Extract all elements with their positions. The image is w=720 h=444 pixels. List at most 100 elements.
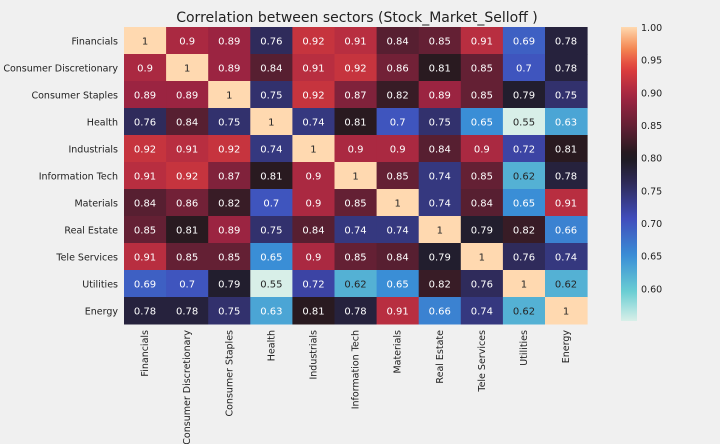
heatmap-cell — [502, 216, 546, 244]
heatmap-cell — [376, 189, 420, 217]
heatmap-cell — [502, 162, 546, 190]
heatmap-cell — [208, 81, 251, 109]
heatmap-cell — [250, 297, 293, 325]
cell-value-label: 1 — [521, 280, 527, 291]
cell-value-label: 0.9 — [390, 145, 406, 156]
heatmap-cell — [166, 54, 209, 82]
cell-value-label: 0.7 — [179, 280, 195, 291]
heatmap-cell — [250, 54, 293, 82]
colorbar-tick-label: 0.90 — [641, 88, 662, 99]
cell-value-label: 0.91 — [555, 199, 577, 210]
heatmap-cell — [418, 108, 462, 136]
heatmap-cell — [334, 108, 378, 136]
heatmap-cell — [166, 108, 209, 136]
cell-value-label: 0.72 — [302, 280, 324, 291]
heatmap-cell — [376, 297, 420, 325]
cell-value-label: 0.9 — [137, 64, 153, 75]
y-tick-label: Consumer Discretionary — [3, 64, 118, 75]
cell-value-label: 0.9 — [305, 253, 321, 264]
y-tick-label: Tele Services — [55, 253, 118, 264]
cell-value-label: 1 — [563, 307, 569, 318]
y-tick-label: Industrials — [68, 145, 118, 156]
cell-value-label: 0.79 — [429, 253, 451, 264]
heatmap-cell — [292, 27, 335, 55]
cell-value-label: 0.65 — [387, 280, 409, 291]
cell-value-label: 1 — [226, 91, 232, 102]
heatmap-cell — [166, 81, 209, 109]
cell-value-label: 0.74 — [555, 253, 577, 264]
heatmap-cell — [460, 297, 504, 325]
x-tick-label: Utilities — [519, 330, 530, 366]
heatmap-cell — [418, 81, 462, 109]
cell-value-label: 0.82 — [218, 199, 240, 210]
heatmap-cell — [208, 216, 251, 244]
cell-value-label: 0.78 — [555, 64, 577, 75]
cell-value-label: 0.65 — [513, 199, 535, 210]
heatmap-cell — [418, 216, 462, 244]
cell-value-label: 0.78 — [176, 307, 198, 318]
cell-value-label: 1 — [394, 199, 400, 210]
cell-value-label: 0.66 — [555, 226, 577, 237]
heatmap-cell — [250, 27, 293, 55]
heatmap-cell — [502, 189, 546, 217]
cell-value-label: 0.82 — [513, 226, 535, 237]
heatmap-cell — [545, 189, 588, 217]
cell-value-label: 1 — [310, 145, 316, 156]
x-tick-label: Materials — [393, 330, 404, 374]
cell-value-label: 0.87 — [218, 172, 240, 183]
cell-value-label: 0.75 — [555, 91, 577, 102]
cell-value-label: 0.85 — [429, 37, 451, 48]
heatmap-cell — [208, 297, 251, 325]
heatmap-cell — [124, 81, 167, 109]
heatmap-cell — [460, 216, 504, 244]
heatmap-cell — [502, 270, 546, 298]
heatmap-cell — [545, 243, 588, 271]
colorbar-tick-label: 0.70 — [641, 219, 662, 230]
heatmap-cell — [124, 270, 167, 298]
heatmap-cell — [376, 54, 420, 82]
heatmap-cell — [208, 54, 251, 82]
cell-value-label: 0.84 — [302, 226, 324, 237]
cell-value-label: 0.89 — [218, 64, 240, 75]
heatmap-cell — [376, 135, 420, 163]
cell-value-label: 0.62 — [513, 172, 535, 183]
cell-value-label: 0.84 — [134, 199, 156, 210]
cell-value-label: 0.87 — [344, 91, 366, 102]
heatmap-cell — [208, 270, 251, 298]
cell-value-label: 0.91 — [134, 172, 156, 183]
cell-value-label: 0.9 — [179, 37, 195, 48]
y-tick-label: Materials — [74, 199, 118, 210]
heatmap-cell — [334, 54, 378, 82]
cell-value-label: 0.86 — [176, 199, 198, 210]
heatmap-cell — [166, 297, 209, 325]
cell-value-label: 0.85 — [218, 253, 240, 264]
y-tick-label: Energy — [85, 307, 119, 318]
cell-value-label: 0.81 — [555, 145, 577, 156]
cell-value-label: 0.79 — [218, 280, 240, 291]
cell-value-label: 0.75 — [260, 91, 282, 102]
heatmap-cell — [502, 297, 546, 325]
cell-value-label: 0.75 — [260, 226, 282, 237]
cell-value-label: 0.78 — [134, 307, 156, 318]
cell-value-label: 0.9 — [474, 145, 490, 156]
cell-value-label: 0.76 — [134, 118, 156, 129]
heatmap-cell — [502, 108, 546, 136]
cell-value-label: 0.89 — [218, 37, 240, 48]
heatmap-cell — [166, 27, 209, 55]
cell-value-label: 0.82 — [429, 280, 451, 291]
heatmap-cell — [460, 81, 504, 109]
cell-value-label: 0.91 — [344, 37, 366, 48]
heatmap-cell — [250, 135, 293, 163]
heatmap-cell — [124, 243, 167, 271]
heatmap-cell — [334, 297, 378, 325]
heatmap-cell — [545, 297, 588, 325]
x-tick-label: Consumer Discretionary — [182, 330, 193, 444]
x-tick-label: Consumer Staples — [224, 330, 235, 417]
cell-value-label: 0.9 — [305, 199, 321, 210]
heatmap-cell — [166, 270, 209, 298]
cell-value-label: 0.92 — [218, 145, 240, 156]
heatmap-cell — [418, 243, 462, 271]
cell-value-label: 1 — [437, 226, 443, 237]
cell-value-label: 0.75 — [218, 307, 240, 318]
heatmap-cell — [250, 81, 293, 109]
